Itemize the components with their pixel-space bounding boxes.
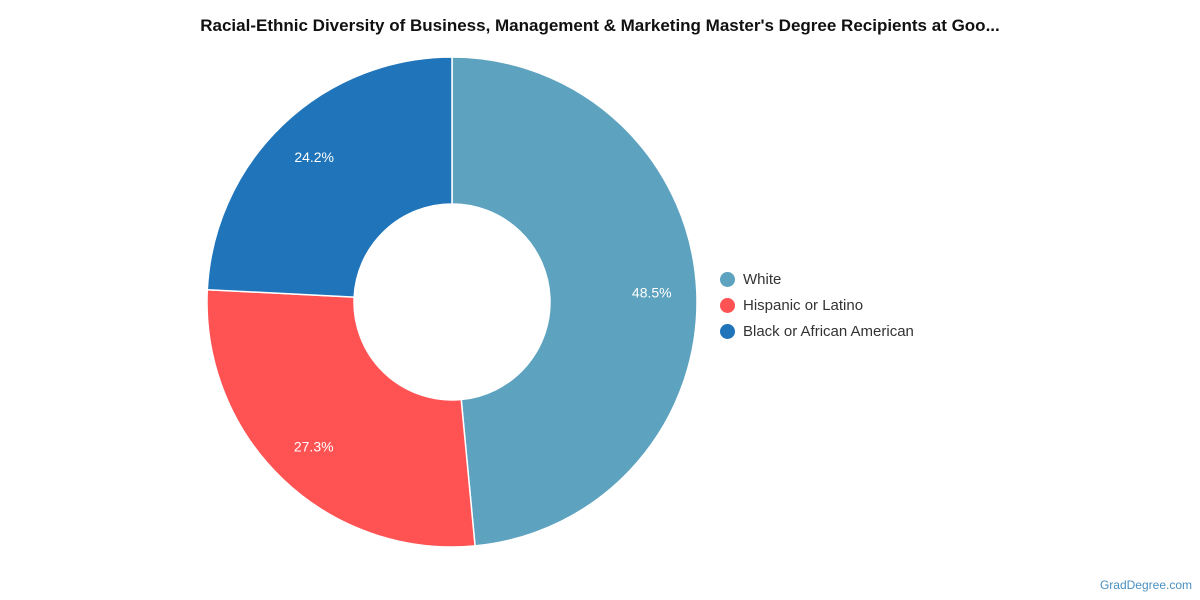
watermark-link[interactable]: GradDegree.com — [1099, 578, 1192, 592]
legend-dot-hispanic-or-latino — [720, 297, 735, 313]
slice-black-or-african-american[interactable] — [206, 56, 453, 298]
legend-dot-white — [720, 271, 735, 287]
legend-label-black-or-african-american: Black or African American — [743, 322, 914, 340]
chart-title: Racial-Ethnic Diversity of Business, Man… — [200, 16, 1000, 35]
slice-label-hispanic-or-latino: 27.3% — [294, 438, 334, 454]
legend-item-hispanic-or-latino[interactable]: Hispanic or Latino — [720, 292, 914, 318]
legend-item-black-or-african-american[interactable]: Black or African American — [720, 318, 914, 344]
legend-label-white: White — [743, 270, 782, 288]
slice-label-white: 48.5% — [632, 285, 672, 301]
slice-hispanic-or-latino[interactable] — [206, 288, 476, 548]
slice-white[interactable] — [451, 56, 698, 547]
legend-dot-black-or-african-american — [720, 323, 735, 339]
legend-label-hispanic-or-latino: Hispanic or Latino — [743, 296, 864, 314]
donut-slices — [206, 56, 698, 548]
legend-item-white[interactable]: White — [720, 266, 914, 292]
chart-legend: White Hispanic or Latino Black or Africa… — [720, 266, 914, 344]
slice-label-black-or-african-american: 24.2% — [294, 149, 334, 165]
donut-slice-labels: 48.5% 27.3% 24.2% — [294, 149, 672, 454]
